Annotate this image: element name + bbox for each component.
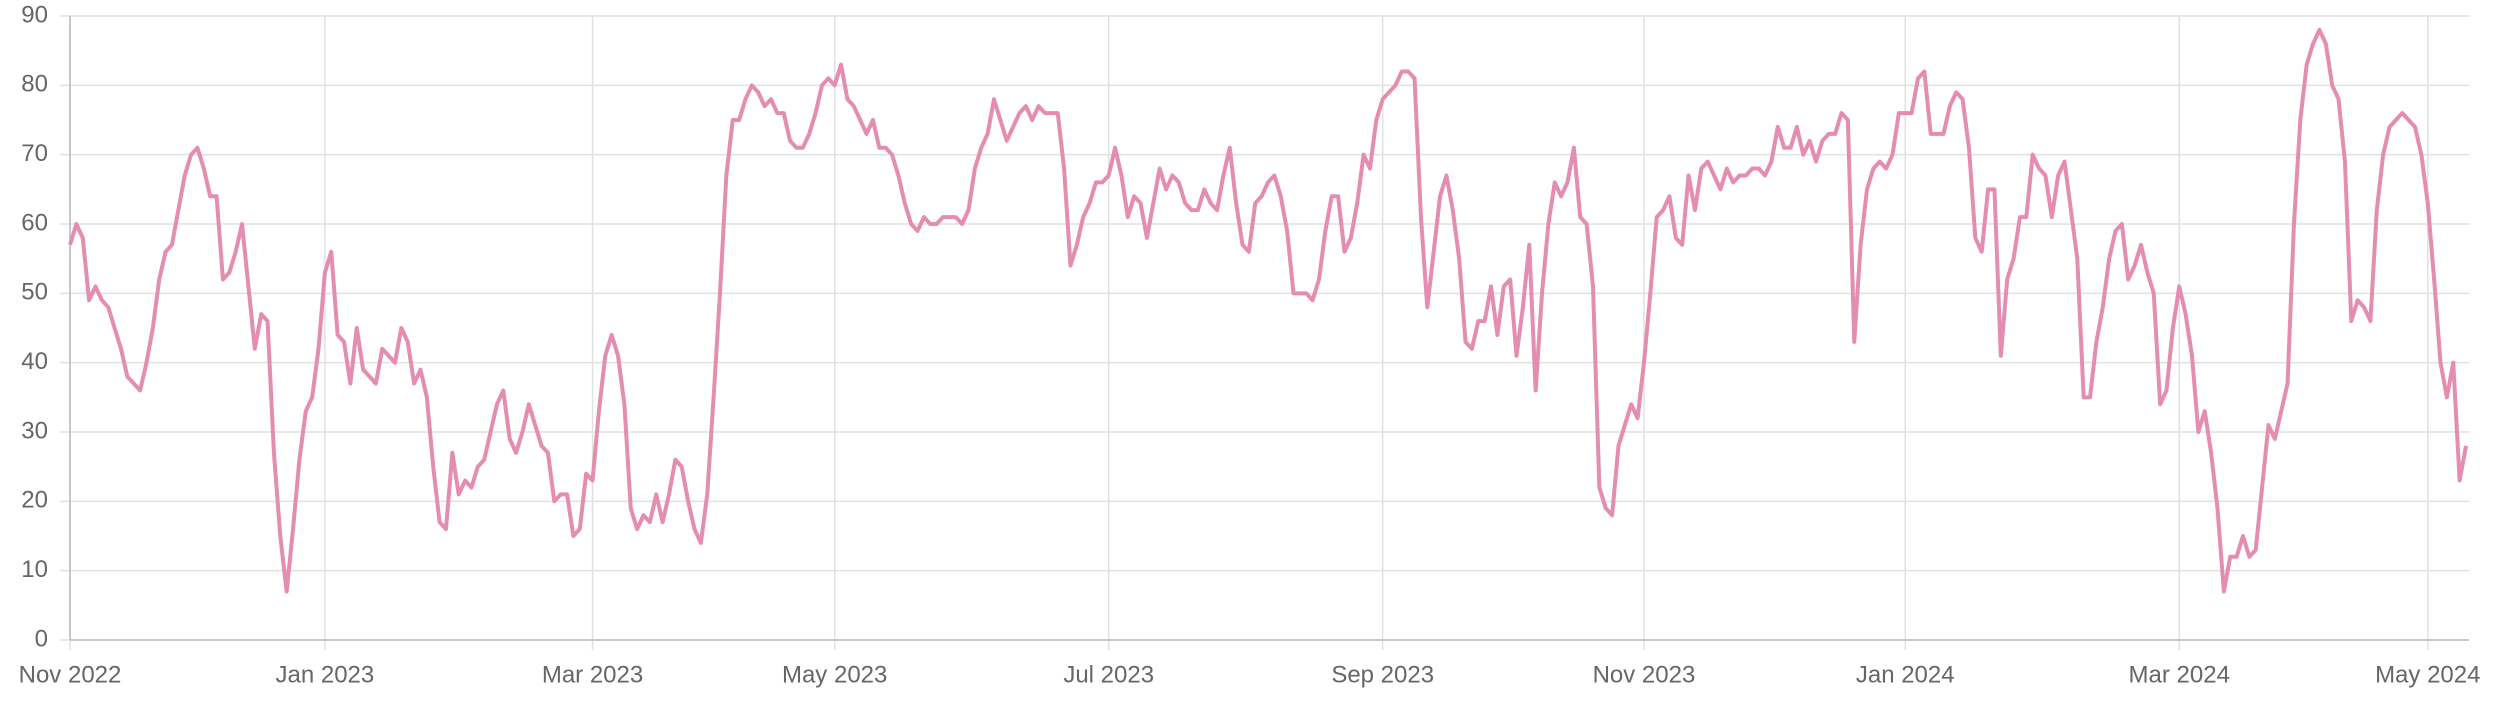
x-tick-label: Mar 2023 xyxy=(542,661,643,688)
y-tick-label: 30 xyxy=(21,417,48,444)
x-tick-label: Jul 2023 xyxy=(1063,661,1154,688)
x-tick-label: Mar 2024 xyxy=(2129,661,2230,688)
x-tick-label: May 2023 xyxy=(782,661,887,688)
y-tick-label: 0 xyxy=(35,625,48,652)
x-tick-label: Nov 2023 xyxy=(1593,661,1696,688)
y-tick-label: 40 xyxy=(21,348,48,375)
y-tick-label: 10 xyxy=(21,556,48,583)
y-tick-label: 20 xyxy=(21,487,48,514)
x-tick-label: Jan 2023 xyxy=(276,661,375,688)
y-tick-label: 90 xyxy=(21,1,48,28)
y-tick-label: 80 xyxy=(21,71,48,98)
x-tick-label: Sep 2023 xyxy=(1331,661,1434,688)
x-tick-label: Nov 2022 xyxy=(19,661,122,688)
y-tick-label: 50 xyxy=(21,279,48,306)
y-tick-label: 60 xyxy=(21,209,48,236)
y-tick-label: 70 xyxy=(21,140,48,167)
data-line xyxy=(68,27,2468,594)
x-tick-label: May 2024 xyxy=(2375,661,2480,688)
x-tick-label: Jan 2024 xyxy=(1856,661,1955,688)
